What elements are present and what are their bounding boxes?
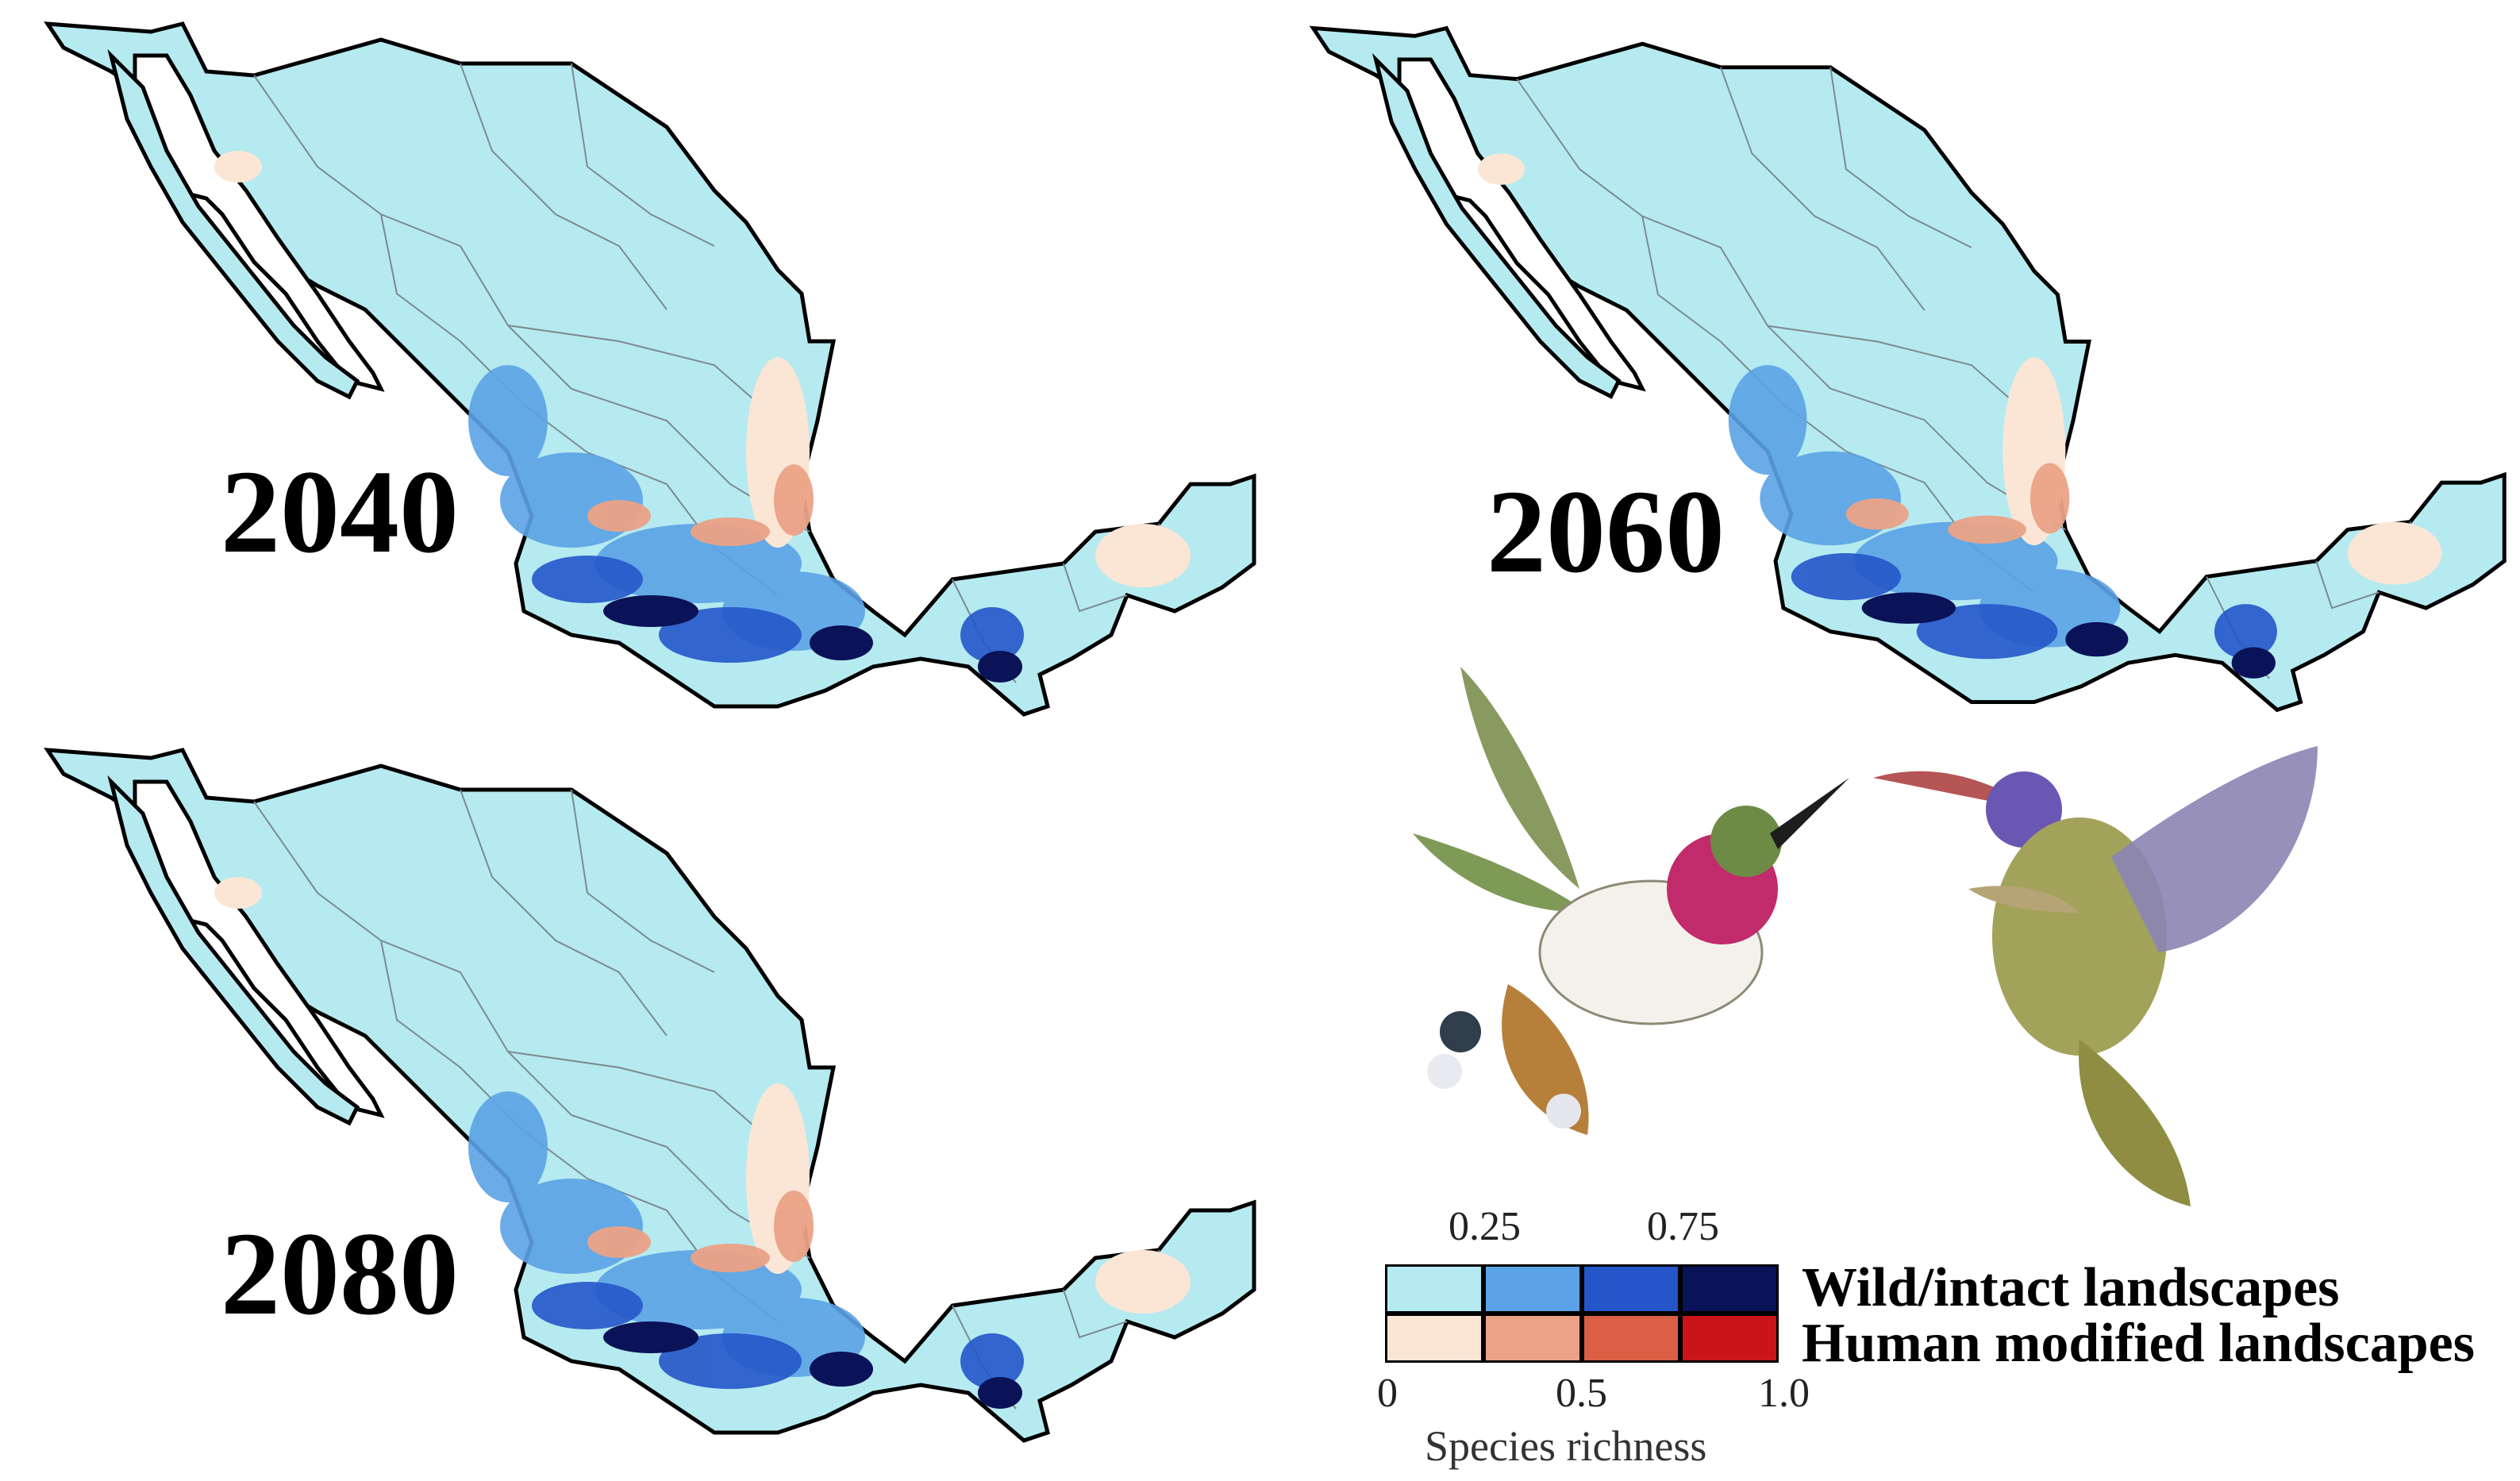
map-2060 [1282,8,2520,722]
legend-swatch-wild-4 [1680,1264,1779,1314]
legend-swatch-wild-2 [1483,1264,1582,1314]
legend-swatch-wild-1 [1385,1264,1483,1314]
mexico-map-2060 [1282,8,2520,722]
year-label-2040: 2040 [221,446,459,578]
legend-swatch-human-4 [1680,1314,1779,1363]
mexico-map-2080 [16,734,1270,1448]
legend-row-human: Human modified landscapes [1802,1313,2475,1374]
legend-swatch-wild-3 [1582,1264,1680,1314]
year-label-2080: 2080 [221,1208,459,1340]
map-2040 [16,8,1270,722]
map-2080 [16,734,1270,1448]
mexico-map-2040 [16,8,1270,722]
legend-tick-0-75: 0.75 [1647,1204,1719,1249]
legend-tick-0: 0 [1377,1371,1398,1416]
legend-tick-1-0: 1.0 [1758,1371,1810,1416]
legend-tick-0-5: 0.5 [1556,1371,1607,1416]
legend-swatch-human-1 [1385,1314,1483,1363]
legend-axis-title: Species richness [1425,1422,1707,1470]
legend: 0.25 0.75 Wild/intact landscapes Human m… [1377,1204,2512,1481]
legend-swatch-human-3 [1582,1314,1680,1363]
year-label-2060: 2060 [1487,466,1725,598]
legend-row-wild: Wild/intact landscapes [1802,1257,2340,1318]
hummingbird-magenta-throat-illustration [1413,667,1849,1135]
hummingbird-violet-crown-illustration [1873,746,2318,1206]
legend-tick-0-25: 0.25 [1449,1204,1521,1249]
legend-swatch-human-2 [1483,1314,1582,1363]
